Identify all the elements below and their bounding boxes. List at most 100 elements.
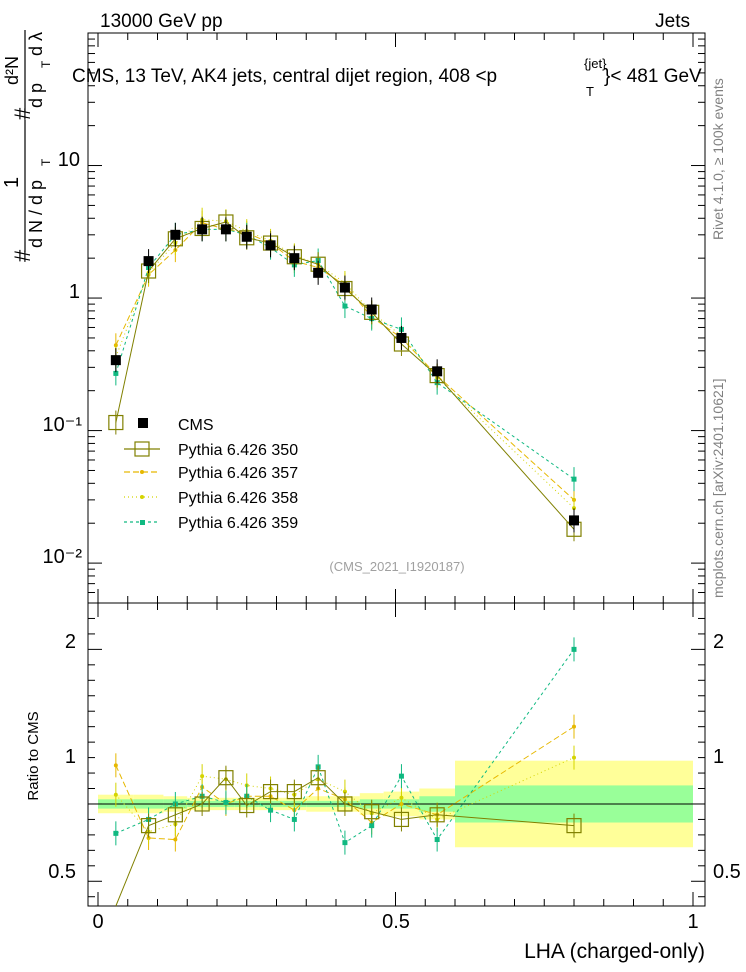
- ratio-axis-ticks: [88, 603, 705, 906]
- main-cms-point: [170, 229, 181, 240]
- ylabel-dp-sub: T: [39, 60, 53, 68]
- main-cms-point: [569, 515, 579, 526]
- main-cms-point: [289, 253, 300, 264]
- mcplots-label: mcplots.cern.ch [arXiv:2401.10621]: [710, 379, 726, 598]
- legend: CMS Pythia 6.426 350 Pythia 6.426 357 Py…: [124, 417, 298, 532]
- ratio-pythia-6-426-350-point: [262, 784, 279, 800]
- ratio-y-tick-label: 2: [65, 631, 76, 653]
- ylabel-dl: d λ: [26, 32, 46, 56]
- main-cms-point: [313, 267, 324, 278]
- ylabel-dn: d N / d p: [26, 180, 46, 248]
- x-tick-label: 0.5: [382, 911, 410, 933]
- ratio-pythia-6-426-359-point: [434, 837, 440, 843]
- main-pythia-6-426-350-point: [108, 414, 124, 431]
- ratio-series-group: [113, 637, 582, 907]
- main-pythia-6-426-359-point: [113, 370, 119, 376]
- plot-title-sub: T: [586, 84, 594, 99]
- ratio-y-tick-label: 0.5: [48, 861, 76, 883]
- ratio-y-tick-label-right: 0.5: [713, 861, 741, 883]
- ratio-pythia-6-426-357-point: [572, 724, 576, 729]
- ratio-pythia-6-426-357-line: [115, 726, 575, 841]
- ratio-pythia-6-426-350-line: [115, 776, 575, 907]
- ratio-pythia-6-426-350-point: [239, 797, 255, 814]
- ratio-pythia-6-426-350-point: [167, 807, 183, 823]
- ylabel-hash-2: #: [10, 107, 35, 120]
- ratio-pythia-6-426-359-point: [113, 830, 119, 836]
- ratio-pythia-6-426-350-point: [393, 811, 410, 828]
- main-pythia-6-426-359-point: [571, 476, 577, 482]
- ylabel-one: 1: [1, 177, 23, 188]
- main-cms-point: [241, 231, 252, 242]
- ratio-pythia-6-426-359-point: [342, 840, 348, 846]
- legend-350-marker: [134, 441, 150, 457]
- legend-358-marker: [140, 495, 144, 499]
- ratio-pythia-6-426-359-line: [115, 649, 575, 844]
- ratio-pythia-6-426-357-point: [113, 763, 118, 768]
- y-tick-label: 10: [58, 149, 80, 171]
- header-energy: 13000 GeV pp: [100, 11, 223, 32]
- ratio-pythia-6-426-359-point: [268, 807, 274, 813]
- legend-cms-marker: [138, 418, 148, 428]
- ratio-pythia-6-426-357-point: [173, 837, 178, 842]
- ratio-pythia-6-426-350-point: [566, 818, 582, 834]
- rivet-label: Rivet 4.1.0, ≥ 100k events: [710, 78, 726, 240]
- main-cms-point: [432, 366, 443, 377]
- main-cms-point: [339, 282, 350, 293]
- main-series-group: [108, 207, 582, 542]
- main-cms-point: [220, 224, 231, 235]
- legend-350-label: Pythia 6.426 350: [178, 442, 298, 459]
- ratio-pythia-6-426-358-point: [200, 774, 205, 779]
- ratio-pythia-6-426-358-point: [113, 792, 118, 797]
- ratio-pythia-6-426-359-point: [571, 646, 577, 652]
- main-pythia-6-426-358-point: [572, 506, 576, 511]
- ratio-pythia-6-426-350-point: [140, 818, 157, 834]
- y-tick-label: 10⁻¹: [43, 414, 83, 436]
- x-axis-label: LHA (charged-only): [524, 940, 705, 963]
- ratio-pythia-6-426-350-point: [310, 770, 326, 786]
- ratio-y-axis-label: Ratio to CMS: [25, 711, 42, 800]
- legend-cms-label: CMS: [178, 417, 214, 434]
- main-cms-point: [396, 332, 407, 343]
- ratio-pythia-6-426-358-point: [572, 755, 576, 760]
- ratio-y-tick-label-right: 1: [713, 746, 724, 768]
- ratio-pythia-6-426-350-point: [218, 770, 234, 786]
- ratio-pythia-6-426-350-point: [364, 804, 380, 820]
- ratio-pythia-6-426-359-point: [398, 773, 404, 779]
- x-tick-label: 1: [687, 911, 698, 933]
- plot-title: CMS, 13 TeV, AK4 jets, central dijet reg…: [72, 66, 497, 87]
- main-axis-ticks: [88, 33, 705, 604]
- legend-357-label: Pythia 6.426 357: [178, 465, 298, 482]
- main-y-axis-label: # 1 d N / d p T # d²N d p T d λ: [1, 30, 53, 262]
- header-process: Jets: [655, 11, 690, 32]
- ylabel-dp: d p: [26, 83, 46, 108]
- y-tick-label: 1: [69, 281, 80, 303]
- main-cms-point: [143, 256, 154, 267]
- plot-title-sup: {jet}: [584, 56, 607, 71]
- main-cms-point: [366, 304, 377, 315]
- ylabel-hash: #: [10, 249, 35, 262]
- legend-359-marker: [140, 520, 145, 525]
- ratio-plot-frame: [87, 602, 706, 907]
- ratio-pythia-6-426-359-point: [291, 816, 297, 822]
- ratio-pythia-6-426-359-point: [223, 799, 229, 805]
- ratio-pythia-6-426-350-point: [194, 796, 210, 812]
- main-y-tick-labels: 10⁻² 10⁻¹ 1 10: [43, 149, 83, 568]
- x-tick-label: 0: [92, 911, 103, 933]
- plot-title-tail: }< 481 GeV: [604, 66, 702, 87]
- main-pythia-6-426-359-point: [342, 303, 348, 309]
- legend-357-marker: [140, 470, 144, 474]
- main-cms-point: [197, 224, 208, 235]
- y-tick-label: 10⁻²: [43, 546, 83, 568]
- ratio-pythia-6-426-350-point: [337, 796, 353, 812]
- legend-359-label: Pythia 6.426 359: [178, 515, 298, 532]
- main-cms-point: [110, 355, 121, 366]
- ratio-pythia-6-426-358-point: [342, 789, 347, 794]
- ratio-pythia-6-426-350-point: [429, 807, 445, 823]
- ratio-y-tick-label-right: 2: [713, 631, 724, 653]
- ylabel-d2n: d²N: [2, 56, 22, 85]
- ratio-pythia-6-426-359-point: [369, 823, 375, 829]
- main-pythia-6-426-350-line: [115, 221, 575, 530]
- legend-358-label: Pythia 6.426 358: [178, 490, 298, 507]
- analysis-watermark: (CMS_2021_I1920187): [329, 559, 464, 574]
